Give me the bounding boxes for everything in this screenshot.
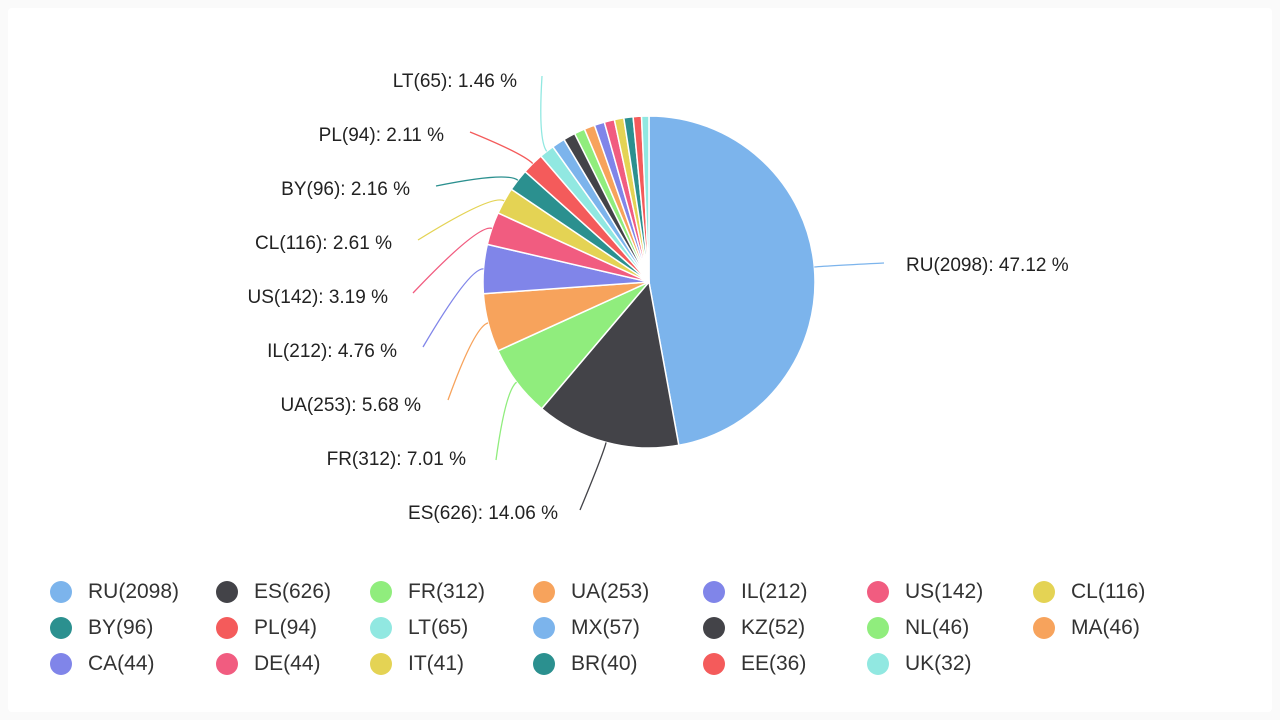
legend-item-il[interactable]: IL(212) [703,580,867,604]
connector-cl [417,199,505,241]
legend-item-lt[interactable]: LT(65) [370,616,533,640]
legend-label: DE(44) [254,652,321,675]
legend-label: US(142) [905,580,984,603]
legend-label: CL(116) [1071,580,1146,603]
legend-swatch-icon [50,617,72,639]
legend-item-mx[interactable]: MX(57) [533,616,703,640]
legend-swatch-icon [216,581,238,603]
connector-by [435,176,519,187]
legend-row-3: CA(44) DE(44) IT(41) BR(40) EE(36) UK(32) [50,646,1270,682]
legend-swatch-icon [703,653,725,675]
pie-slice-ru[interactable] [648,115,816,447]
connector-es [579,442,607,511]
data-label-es: ES(626): 14.06 % [408,503,558,524]
data-label-il: IL(212): 4.76 % [267,341,397,362]
data-label-pl: PL(94): 2.11 % [319,125,444,146]
legend-swatch-icon [533,581,555,603]
data-label-by: BY(96): 2.16 % [281,179,410,200]
legend-label: IL(212) [741,580,808,603]
legend-label: MA(46) [1071,616,1140,639]
legend-item-br[interactable]: BR(40) [533,652,703,676]
connector-us [412,227,493,294]
legend-item-ca[interactable]: CA(44) [50,652,216,676]
legend-label: RU(2098) [88,580,180,603]
legend-label: MX(57) [571,616,640,639]
legend-label: UA(253) [571,580,650,603]
legend-item-us[interactable]: US(142) [867,580,1033,604]
legend-label: ES(626) [254,580,332,603]
legend-swatch-icon [867,581,889,603]
legend-label: KZ(52) [741,616,806,639]
legend-item-ua[interactable]: UA(253) [533,580,703,604]
legend-swatch-icon [50,653,72,675]
legend-item-by[interactable]: BY(96) [50,616,216,640]
legend-label: FR(312) [408,580,486,603]
legend-swatch-icon [370,581,392,603]
legend-row-1: RU(2098) ES(626) FR(312) UA(253) IL(212) US(1… [50,574,1270,610]
legend-label: UK(32) [905,652,972,675]
legend-swatch-icon [370,617,392,639]
legend-item-pl[interactable]: PL(94) [216,616,370,640]
legend-row-2: BY(96) PL(94) LT(65) MX(57) KZ(52) NL(46) MA(4… [50,610,1270,646]
legend-label: BR(40) [571,652,638,675]
legend-item-ma[interactable]: MA(46) [1033,616,1193,640]
data-label-fr: FR(312): 7.01 % [327,449,466,470]
legend-item-cl[interactable]: CL(116) [1033,580,1193,604]
data-label-cl: CL(116): 2.61 % [255,233,392,254]
connector-ru [814,262,885,268]
legend-item-ee[interactable]: EE(36) [703,652,867,676]
data-label-ru: RU(2098): 47.12 % [906,255,1069,276]
pie-chart: RU(2098): 47.12 % ES(626): 14.06 % FR(312)… [8,8,1272,712]
data-label-us: US(142): 3.19 % [248,287,389,308]
connector-fr [495,381,518,461]
legend-item-kz[interactable]: KZ(52) [703,616,867,640]
legend-swatch-icon [370,653,392,675]
pie-chart-svg: RU(2098): 47.12 % ES(626): 14.06 % FR(312)… [248,71,1069,524]
legend-label: CA(44) [88,652,155,675]
legend-swatch-icon [867,617,889,639]
legend-swatch-icon [867,653,889,675]
legend-item-de[interactable]: DE(44) [216,652,370,676]
legend-label: BY(96) [88,616,154,639]
data-label-ua: UA(253): 5.68 % [281,395,422,416]
legend-swatch-icon [703,581,725,603]
legend-item-fr[interactable]: FR(312) [370,580,533,604]
legend-swatch-icon [1033,581,1055,603]
legend-item-ru[interactable]: RU(2098) [50,580,216,604]
legend-item-uk[interactable]: UK(32) [867,652,1033,676]
legend-label: IT(41) [408,652,465,675]
legend-label: PL(94) [254,616,318,639]
connector-pl [469,131,534,164]
legend-label: EE(36) [741,652,807,675]
legend-swatch-icon [216,617,238,639]
legend-label: LT(65) [408,616,469,639]
legend-swatch-icon [533,617,555,639]
legend-swatch-icon [703,617,725,639]
connector-ua [447,322,489,401]
legend-swatch-icon [50,581,72,603]
legend-label: NL(46) [905,616,970,639]
pie-slice-uk[interactable] [640,115,650,283]
legend-swatch-icon [533,653,555,675]
data-label-lt: LT(65): 1.46 % [393,71,517,92]
connector-lt [540,75,548,152]
legend-item-it[interactable]: IT(41) [370,652,533,676]
pie-slice-es[interactable] [540,281,680,449]
legend-item-es[interactable]: ES(626) [216,580,370,604]
legend-item-nl[interactable]: NL(46) [867,616,1033,640]
chart-legend: RU(2098) ES(626) FR(312) UA(253) IL(212) US(1… [50,574,1270,682]
legend-swatch-icon [216,653,238,675]
connector-il [422,268,484,348]
legend-swatch-icon [1033,617,1055,639]
